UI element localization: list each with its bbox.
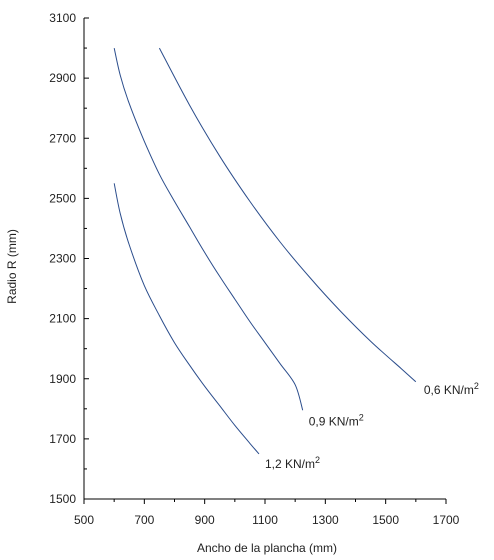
series-line — [158, 47, 417, 383]
y-tick-label: 3100 — [49, 11, 76, 25]
y-tick-label: 2900 — [49, 71, 76, 85]
x-axis-ticks: 500 700 900 1100 1300 1500 1700 — [74, 499, 460, 527]
x-axis-title: Ancho de la plancha (mm) — [197, 541, 337, 555]
series-label: 1,2 KN/m2 — [265, 455, 320, 471]
y-tick-label: 1900 — [49, 372, 76, 386]
series-line — [113, 47, 304, 411]
series-line — [113, 183, 260, 455]
series-label: 0,6 KN/m2 — [424, 381, 479, 397]
y-tick-label: 2500 — [49, 191, 76, 205]
series-layer: 0,6 KN/m2 0,9 KN/m2 1,2 KN/m2 — [113, 47, 479, 471]
x-tick-label: 1100 — [252, 513, 278, 527]
y-tick-label: 2100 — [49, 312, 76, 326]
x-tick-label: 500 — [74, 513, 94, 527]
series-label: 0,9 KN/m2 — [309, 412, 364, 428]
x-tick-label: 700 — [134, 513, 154, 527]
y-axis-ticks: 1500 1700 1900 2100 2300 2500 2700 2900 3100 — [49, 11, 89, 506]
x-tick-label: 900 — [195, 513, 215, 527]
y-axis-title: Radio R (mm) — [5, 229, 19, 304]
y-tick-label: 2300 — [49, 252, 76, 266]
y-tick-label: 1700 — [49, 432, 76, 446]
y-tick-label: 1500 — [49, 492, 76, 506]
x-tick-label: 1300 — [312, 513, 339, 527]
x-tick-label: 1500 — [372, 513, 399, 527]
y-tick-label: 2700 — [49, 131, 76, 145]
x-tick-label: 1700 — [433, 513, 460, 527]
